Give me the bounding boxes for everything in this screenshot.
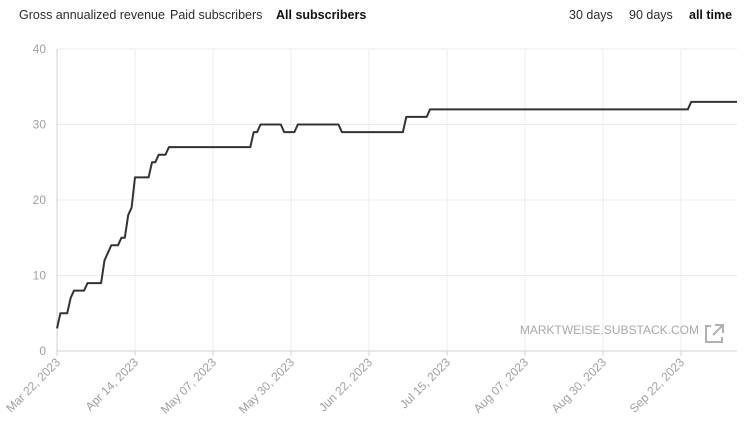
x-tick-label: Jun 22, 2023	[316, 355, 375, 414]
x-tick-label: Mar 22, 2023	[3, 355, 63, 415]
x-tick-label: Jul 15, 2023	[397, 355, 453, 411]
subscriber-chart: 0 10 20 30 40 Mar 22, 2023 Apr 14, 2023 May 07…	[3, 42, 737, 417]
tab-paid-subscribers[interactable]: Paid subscribers	[170, 8, 263, 22]
tab-all-subscribers[interactable]: All subscribers	[276, 8, 367, 22]
y-tick-label: 30	[33, 118, 47, 132]
x-tick-label: May 07, 2023	[158, 355, 220, 417]
y-tick-label: 0	[39, 344, 46, 358]
y-axis: 0 10 20 30 40	[33, 42, 58, 358]
x-axis: Mar 22, 2023 Apr 14, 2023 May 07, 2023 May …	[3, 351, 687, 417]
tab-90-days[interactable]: 90 days	[629, 8, 673, 22]
y-tick-label: 20	[33, 193, 47, 207]
x-tick-label: Sep 22, 2023	[627, 355, 688, 416]
x-tick-label: Aug 07, 2023	[471, 355, 532, 416]
y-tick-label: 10	[33, 269, 47, 283]
y-tick-label: 40	[33, 42, 47, 56]
tab-bar: Gross annualized revenue Paid subscriber…	[0, 0, 748, 32]
tab-all-time[interactable]: all time	[689, 8, 733, 22]
x-tick-label: Apr 14, 2023	[83, 355, 142, 414]
grid-layer	[56, 48, 737, 352]
tab-30-days[interactable]: 30 days	[569, 8, 613, 22]
x-tick-label: Aug 30, 2023	[549, 355, 610, 416]
x-tick-label: May 30, 2023	[236, 355, 298, 417]
external-link-icon[interactable]	[705, 324, 724, 343]
watermark-text: MARKTWEISE.SUBSTACK.COM	[520, 323, 699, 337]
series-line	[56, 100, 737, 329]
tab-gross-annualized-revenue[interactable]: Gross annualized revenue	[19, 8, 165, 22]
